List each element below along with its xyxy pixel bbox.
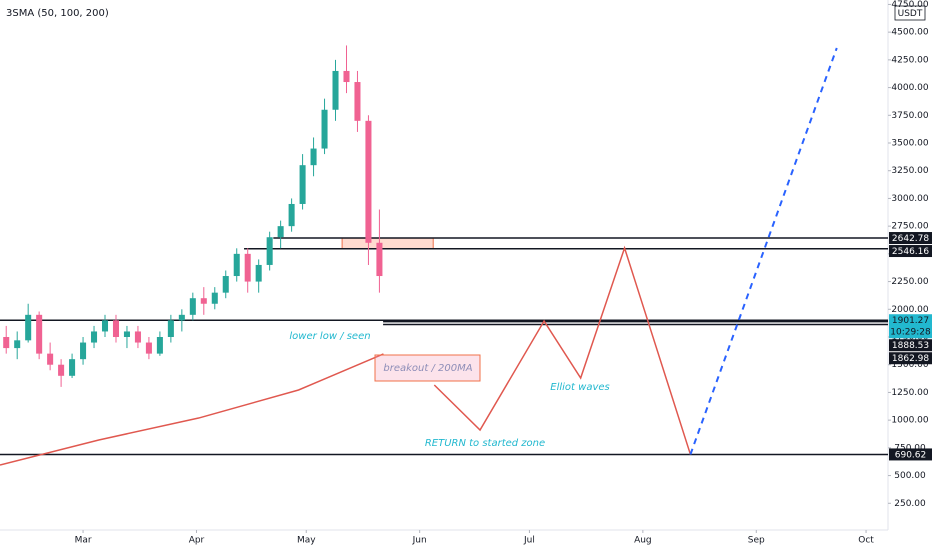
level-tag-label: 690.62 bbox=[895, 450, 927, 460]
candle-body bbox=[222, 276, 229, 293]
candle-body bbox=[36, 314, 43, 354]
countdown: 10:29:28 bbox=[890, 328, 931, 338]
y-tick-label: 750.00 bbox=[894, 443, 926, 453]
x-tick-label: Mar bbox=[75, 536, 92, 546]
annotation: RETURN to started zone bbox=[425, 438, 545, 449]
candle-body bbox=[112, 320, 120, 338]
candle-body bbox=[134, 331, 141, 343]
candle-body bbox=[321, 109, 328, 149]
level-tag bbox=[889, 339, 932, 352]
candle-body bbox=[178, 314, 185, 321]
x-tick-label: Sep bbox=[748, 536, 765, 546]
candle-body bbox=[200, 298, 207, 304]
candle-body bbox=[310, 148, 317, 166]
level-tag bbox=[889, 314, 932, 339]
candle-body bbox=[145, 342, 152, 354]
y-tick-label: 3500.00 bbox=[891, 139, 928, 149]
candle-body bbox=[343, 70, 350, 83]
unit-box bbox=[894, 5, 926, 21]
y-tick-label: 3250.00 bbox=[891, 166, 928, 176]
level-tag-label: 1888.53 bbox=[892, 341, 929, 351]
y-tick-label: 2750.00 bbox=[891, 222, 928, 232]
trend-projection bbox=[689, 47, 838, 455]
candle-body bbox=[354, 82, 361, 121]
zone bbox=[341, 237, 434, 250]
y-tick-label: 2000.00 bbox=[891, 305, 928, 315]
annotation: breakout / 200MA bbox=[383, 363, 472, 374]
level-tag bbox=[889, 448, 932, 461]
candle-body bbox=[101, 320, 109, 332]
y-tick-label: 4250.00 bbox=[891, 55, 928, 65]
x-tick-label: May bbox=[297, 536, 316, 546]
level-tag-label: 2546.16 bbox=[892, 247, 929, 257]
candle-body bbox=[123, 331, 130, 338]
level-tag-label: 1901.27 bbox=[892, 316, 929, 326]
candle-body bbox=[80, 342, 87, 360]
y-tick-label: 4000.00 bbox=[891, 83, 928, 93]
y-tick-label: 500.00 bbox=[894, 471, 926, 481]
candle-body bbox=[47, 353, 54, 365]
candle-body bbox=[288, 203, 295, 227]
annotation-box bbox=[374, 354, 481, 382]
y-tick-label: 1000.00 bbox=[891, 416, 928, 426]
level-tag bbox=[889, 232, 932, 245]
y-tick-label: 2250.00 bbox=[891, 277, 928, 287]
y-tick-label: 250.00 bbox=[894, 499, 926, 509]
candle-body bbox=[244, 253, 251, 282]
candle-body bbox=[376, 242, 383, 277]
level-tag bbox=[889, 245, 932, 258]
y-tick-label: 1500.00 bbox=[891, 360, 928, 370]
candle-body bbox=[14, 340, 21, 349]
x-tick-label: Apr bbox=[189, 536, 205, 546]
y-tick-label: 4750.00 bbox=[891, 0, 928, 10]
x-tick-label: Jun bbox=[412, 536, 427, 546]
y-tick-label: 3750.00 bbox=[891, 111, 928, 121]
candle-body bbox=[3, 337, 10, 349]
x-tick-label: Aug bbox=[634, 536, 652, 546]
candle-body bbox=[167, 320, 174, 338]
level-tag-label: 2642.78 bbox=[892, 234, 929, 244]
x-tick-label: Jul bbox=[523, 536, 535, 546]
candle-body bbox=[255, 264, 262, 282]
level-tag-label: 1862.98 bbox=[892, 354, 929, 364]
wave-projection bbox=[433, 245, 692, 455]
candle-body bbox=[25, 314, 32, 341]
unit-label: USDT bbox=[898, 9, 923, 19]
candle-body bbox=[299, 165, 306, 204]
chart-title: 3SMA (50, 100, 200) bbox=[6, 8, 109, 19]
candle-body bbox=[156, 337, 163, 354]
y-tick-label: 4500.00 bbox=[891, 28, 928, 38]
candle-body bbox=[69, 359, 76, 376]
candle-body bbox=[91, 331, 98, 343]
candle-body bbox=[233, 253, 240, 277]
level-tag bbox=[889, 352, 932, 365]
moving-average bbox=[0, 353, 384, 466]
annotation: lower low / seen bbox=[289, 331, 370, 342]
annotation: Elliot waves bbox=[550, 382, 609, 393]
y-tick-label: 1250.00 bbox=[891, 388, 928, 398]
candle-body bbox=[211, 292, 218, 304]
candle-body bbox=[58, 364, 65, 376]
candle-body bbox=[277, 226, 284, 238]
candle-body bbox=[365, 120, 372, 243]
candle-body bbox=[332, 70, 339, 110]
candle-body bbox=[266, 237, 273, 265]
x-tick-label: Oct bbox=[858, 536, 874, 546]
candle-body bbox=[189, 298, 196, 315]
y-tick-label: 3000.00 bbox=[891, 194, 928, 204]
